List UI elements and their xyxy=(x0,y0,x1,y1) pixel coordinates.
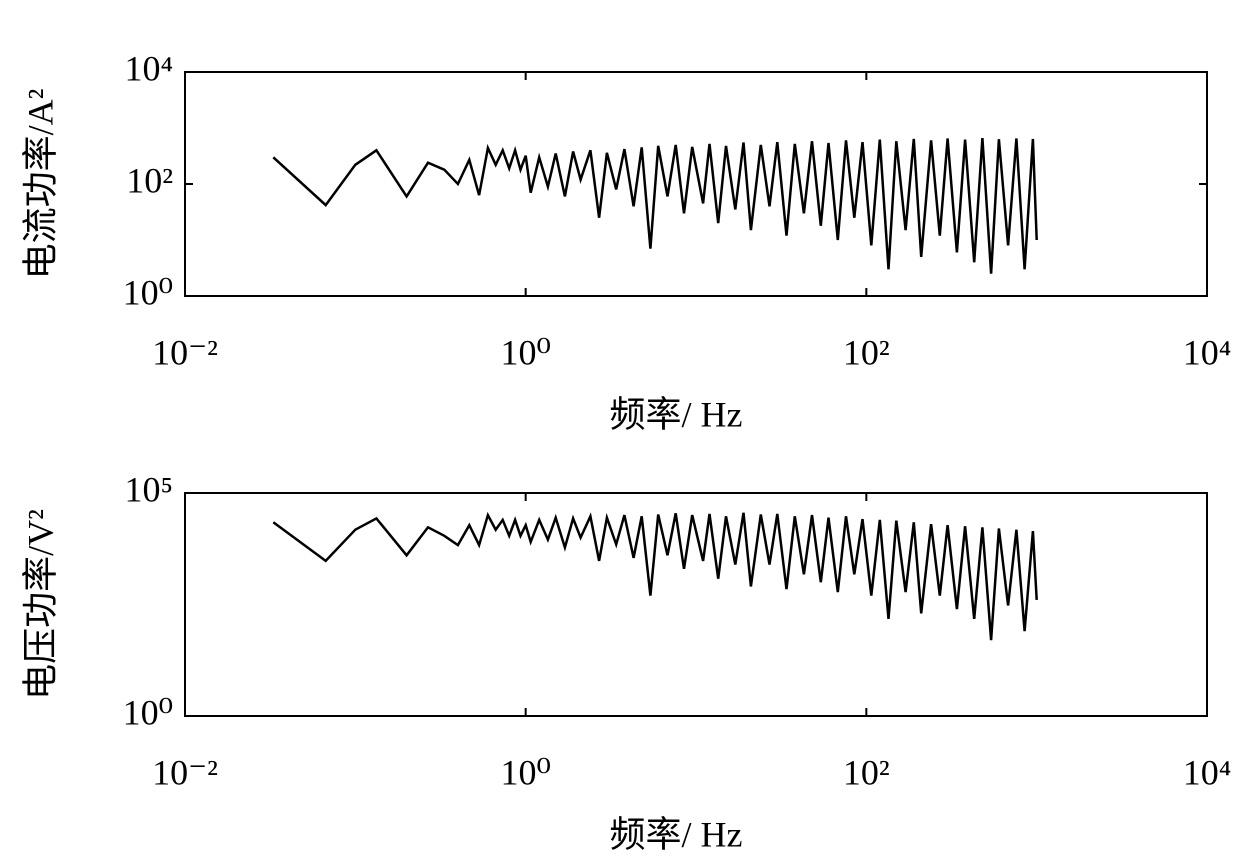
y-tick-label: 10² xyxy=(126,160,173,200)
y-tick-label: 10⁰ xyxy=(123,692,173,732)
data-line xyxy=(272,138,1038,274)
x-tick-label: 10⁰ xyxy=(500,332,550,372)
y-axis-label: 电压功率/V² xyxy=(20,509,60,700)
x-tick-label: 10² xyxy=(843,752,890,792)
x-tick-label: 10⁻² xyxy=(152,752,218,792)
x-tick-label: 10² xyxy=(843,332,890,372)
data-line xyxy=(272,511,1038,641)
y-axis-label: 电流功率/A² xyxy=(20,89,60,280)
y-tick-label: 10⁰ xyxy=(123,272,173,312)
plot-frame xyxy=(184,71,1208,297)
plot-frame xyxy=(184,492,1208,717)
y-tick-label: 10⁴ xyxy=(124,48,173,88)
x-axis-label: 频率/ Hz xyxy=(610,814,743,854)
x-tick-label: 10⁰ xyxy=(500,752,550,792)
x-tick-label: 10⁴ xyxy=(1183,752,1232,792)
x-axis-label: 频率/ Hz xyxy=(610,394,743,434)
x-tick-label: 10⁻² xyxy=(152,332,218,372)
y-tick-label: 10⁵ xyxy=(124,469,173,509)
x-tick-label: 10⁴ xyxy=(1183,332,1232,372)
